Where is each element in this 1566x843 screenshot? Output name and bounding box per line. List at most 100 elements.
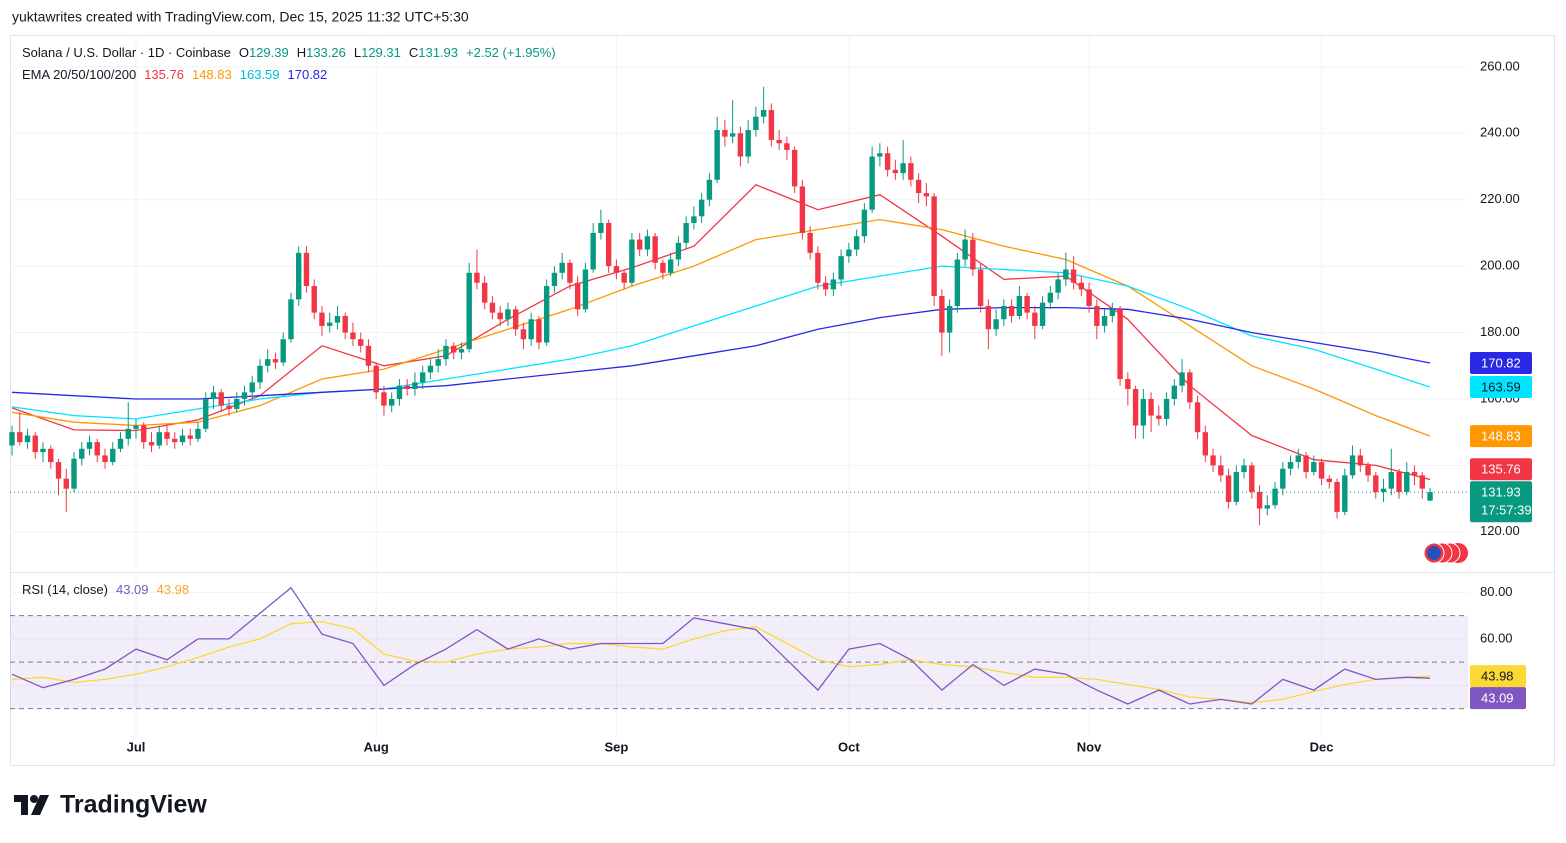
candle-body [63, 478, 69, 489]
candle-body [675, 242, 682, 260]
overlay-value: 163.59 [240, 67, 280, 82]
candle-body [272, 359, 279, 363]
candle-body [908, 163, 914, 180]
attribution: yuktawrites created with TradingView.com… [12, 9, 469, 25]
candle-body [838, 256, 844, 280]
candle-body [257, 365, 263, 383]
candle-body [218, 392, 224, 406]
brand: TradingView [60, 791, 207, 819]
candle-body [574, 282, 581, 310]
candle-body [1163, 398, 1170, 419]
candle-body [187, 435, 193, 439]
axis-value-label: 43.98 [1481, 669, 1514, 684]
y-tick-label: 220.00 [1480, 191, 1520, 206]
candle-body [970, 239, 976, 270]
candle-body [652, 236, 658, 263]
candle-body [1396, 472, 1402, 492]
ohlc-label: C [409, 45, 418, 60]
candle-body [466, 272, 472, 350]
candle-body [1373, 475, 1379, 492]
axis-value-label: 170.82 [1481, 355, 1521, 370]
candle-body [621, 272, 627, 283]
candle-body [993, 319, 999, 330]
y-tick-label: 200.00 [1480, 258, 1520, 273]
candle-body [179, 435, 186, 443]
candle-body [427, 365, 434, 373]
candle-body [931, 196, 937, 297]
candle-body [1349, 455, 1356, 476]
candle-body [79, 448, 85, 459]
candle-body [350, 332, 356, 340]
candle-body [102, 455, 108, 463]
candle-body [48, 448, 54, 463]
candle-body [1132, 389, 1139, 426]
candle-body [714, 129, 720, 180]
candle-body [249, 382, 255, 393]
candle-body [737, 133, 744, 157]
candle-body [311, 286, 317, 313]
chart-frame [10, 35, 1555, 766]
ema-line [11, 265, 1431, 420]
rsi-line [11, 586, 1431, 705]
x-tick-label: Oct [838, 739, 860, 754]
label-layer: Solana / U.S. Dollar · 1D · Coinbase O129… [22, 45, 1532, 710]
candle-body [853, 236, 860, 250]
candle-body [489, 302, 496, 313]
overlay-value: 135.76 [144, 67, 184, 82]
candle-body [94, 442, 100, 456]
candle-body [71, 458, 77, 489]
candle-body [404, 385, 410, 390]
candle-body [265, 359, 271, 366]
candle-body [40, 448, 46, 453]
candle-body [869, 156, 875, 210]
candle-body [1342, 475, 1348, 512]
candle-body [822, 282, 829, 290]
flag-icon [1423, 542, 1468, 564]
candle-body [1039, 302, 1046, 326]
candle-body [722, 129, 728, 137]
ohlc-label: L [354, 45, 361, 60]
candle-body [962, 239, 968, 260]
candle-body [900, 163, 906, 174]
axis-value-label: 163.59 [1481, 379, 1521, 394]
candle-body [1063, 269, 1069, 280]
candle-body [543, 286, 550, 343]
candle-body [1225, 475, 1232, 502]
candle-body [210, 392, 217, 399]
candle-body [1295, 455, 1302, 463]
candle-body [1334, 481, 1340, 512]
candle-body [55, 462, 62, 479]
candle-body [365, 345, 372, 366]
candle-body [1427, 492, 1433, 501]
candle-body [582, 269, 589, 310]
candle-body [613, 266, 620, 273]
candle-body [1280, 468, 1286, 489]
candle-body [110, 448, 116, 463]
candle-body [1318, 462, 1325, 479]
logo-mark [14, 795, 28, 815]
candle-body [342, 315, 348, 333]
candle-body [1016, 296, 1023, 316]
candle-body [481, 282, 488, 303]
candle-body [1388, 472, 1394, 489]
candle-body [1264, 505, 1271, 509]
candle-body [877, 153, 883, 157]
candle-body [1365, 465, 1371, 476]
candle-body [1156, 415, 1162, 419]
candle-body [745, 129, 751, 157]
candle-body [776, 139, 782, 144]
candle-body [1109, 309, 1116, 316]
y-tick-label: 260.00 [1480, 58, 1520, 73]
candle-body [1303, 455, 1309, 473]
candle-body [1086, 289, 1092, 306]
axis-value-box [1470, 425, 1532, 448]
candle-body [1218, 465, 1224, 476]
candle-body [117, 438, 124, 449]
legend-line: Solana / U.S. Dollar · 1D · Coinbase O129… [22, 45, 556, 60]
candle-body [760, 110, 767, 117]
candle-body [24, 435, 31, 443]
candle-body [1125, 379, 1131, 390]
candle-body [1287, 462, 1294, 469]
candle-body [412, 382, 418, 390]
candle-body [296, 252, 302, 300]
